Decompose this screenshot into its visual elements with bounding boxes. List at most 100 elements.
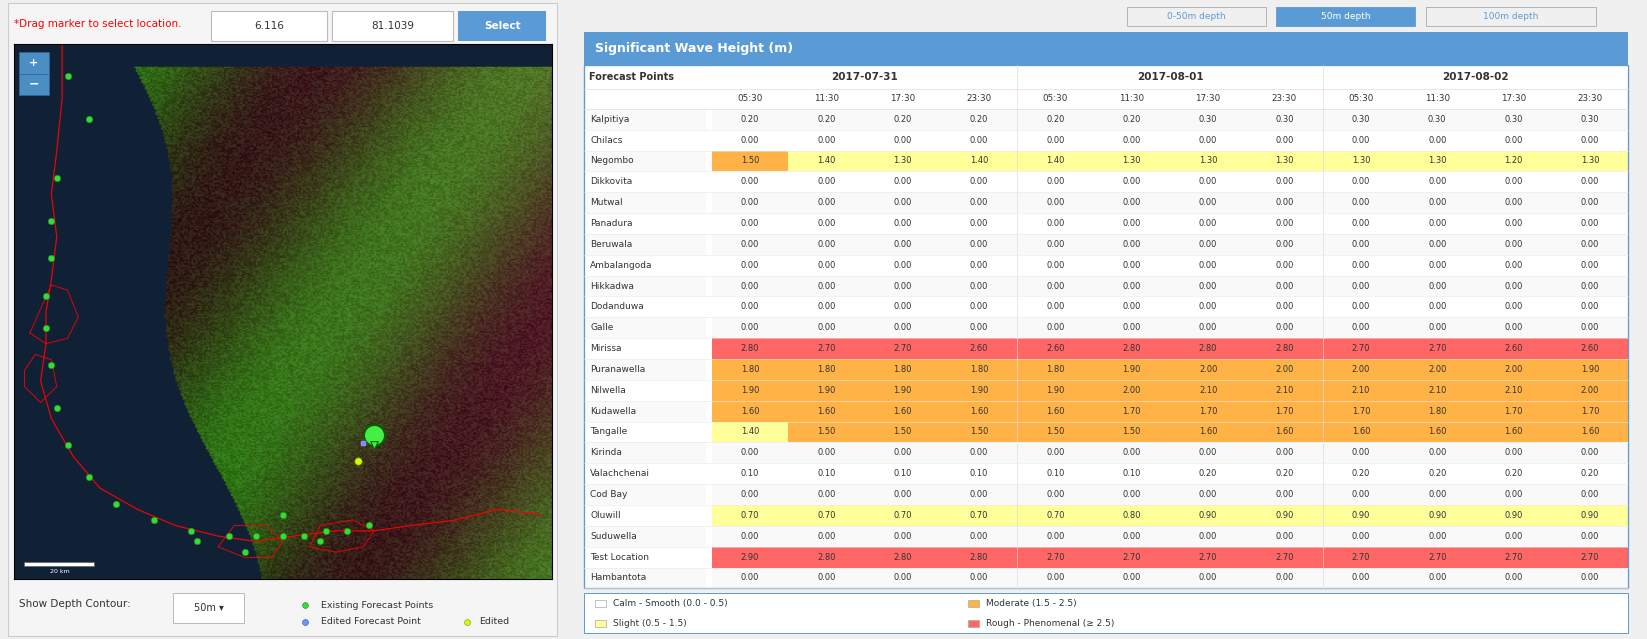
Bar xyxy=(865,192,940,213)
Text: 2.90: 2.90 xyxy=(741,553,759,562)
Bar xyxy=(1551,151,1629,171)
Text: 0.20: 0.20 xyxy=(1046,115,1064,124)
Text: 0.00: 0.00 xyxy=(1352,573,1370,582)
Bar xyxy=(712,296,789,318)
Text: 0.20: 0.20 xyxy=(1123,115,1141,124)
Bar xyxy=(1018,171,1094,192)
Bar xyxy=(712,422,789,442)
Text: 0.00: 0.00 xyxy=(1352,240,1370,249)
Bar xyxy=(1169,546,1247,567)
Text: 0.70: 0.70 xyxy=(741,511,759,520)
Bar xyxy=(789,526,865,546)
Text: 1.80: 1.80 xyxy=(817,365,835,374)
Bar xyxy=(1323,192,1398,213)
Bar xyxy=(789,380,865,401)
Text: 0.00: 0.00 xyxy=(741,261,759,270)
Bar xyxy=(865,422,940,442)
Bar xyxy=(1476,171,1551,192)
Text: 0.00: 0.00 xyxy=(1123,198,1141,207)
Bar xyxy=(712,65,1018,89)
Text: 0.00: 0.00 xyxy=(1123,282,1141,291)
Text: 0.00: 0.00 xyxy=(1352,449,1370,458)
Point xyxy=(38,253,64,263)
Bar xyxy=(1169,109,1247,130)
Text: 2.70: 2.70 xyxy=(1352,553,1370,562)
Bar xyxy=(940,567,1018,589)
Bar xyxy=(1476,401,1551,422)
Text: 0.70: 0.70 xyxy=(817,511,835,520)
Bar xyxy=(1476,338,1551,359)
Bar xyxy=(1094,567,1169,589)
Text: 0.00: 0.00 xyxy=(1046,490,1064,499)
Point xyxy=(361,440,387,450)
Bar xyxy=(1398,463,1476,484)
Bar xyxy=(1018,338,1094,359)
Bar xyxy=(1247,463,1323,484)
Bar xyxy=(1018,359,1094,380)
Bar xyxy=(333,11,453,41)
Bar xyxy=(1323,546,1398,567)
Bar xyxy=(1398,255,1476,275)
Text: 0.20: 0.20 xyxy=(1352,469,1370,478)
Bar xyxy=(1476,109,1551,130)
Text: Suduwella: Suduwella xyxy=(590,532,637,541)
Text: 0.00: 0.00 xyxy=(1199,323,1217,332)
Text: 0.00: 0.00 xyxy=(1428,532,1446,541)
Text: Significant Wave Height (m): Significant Wave Height (m) xyxy=(595,42,792,54)
Point xyxy=(54,72,81,82)
Text: 1.40: 1.40 xyxy=(1046,157,1064,166)
Text: 0.00: 0.00 xyxy=(1046,302,1064,311)
Bar xyxy=(1169,526,1247,546)
Text: 0.00: 0.00 xyxy=(817,323,835,332)
Text: 2.00: 2.00 xyxy=(1199,365,1217,374)
Point xyxy=(361,429,387,440)
Text: 0.00: 0.00 xyxy=(1275,177,1293,187)
Bar xyxy=(1018,422,1094,442)
Text: 0.00: 0.00 xyxy=(1123,177,1141,187)
Bar xyxy=(1169,171,1247,192)
Bar xyxy=(1323,505,1398,526)
Bar xyxy=(789,401,865,422)
Bar xyxy=(1169,213,1247,234)
Text: 0.00: 0.00 xyxy=(970,240,988,249)
Bar xyxy=(712,151,789,171)
Bar xyxy=(585,275,707,296)
Bar xyxy=(1551,422,1629,442)
Text: 0.00: 0.00 xyxy=(1581,240,1599,249)
Bar xyxy=(940,151,1018,171)
Text: Slight (0.5 - 1.5): Slight (0.5 - 1.5) xyxy=(613,619,687,628)
Bar xyxy=(789,192,865,213)
Text: 0.00: 0.00 xyxy=(1275,282,1293,291)
Text: 0.00: 0.00 xyxy=(1275,198,1293,207)
Text: 0.00: 0.00 xyxy=(1581,532,1599,541)
Text: 1.90: 1.90 xyxy=(1581,365,1599,374)
Text: 2.00: 2.00 xyxy=(1275,365,1293,374)
Bar xyxy=(1323,463,1398,484)
Text: 05:30: 05:30 xyxy=(738,94,763,104)
Point xyxy=(76,472,102,482)
Text: Oluwill: Oluwill xyxy=(590,511,621,520)
Bar xyxy=(1398,401,1476,422)
Text: 0.00: 0.00 xyxy=(1275,573,1293,582)
Bar xyxy=(865,546,940,567)
Text: 2.70: 2.70 xyxy=(1428,344,1446,353)
Text: 0.70: 0.70 xyxy=(1046,511,1064,520)
Bar xyxy=(865,526,940,546)
Bar xyxy=(1551,484,1629,505)
Bar xyxy=(865,380,940,401)
Bar xyxy=(1018,296,1094,318)
Bar xyxy=(1094,171,1169,192)
Text: Valachchenai: Valachchenai xyxy=(590,469,651,478)
Text: 2.70: 2.70 xyxy=(1504,553,1523,562)
Bar xyxy=(865,401,940,422)
Bar xyxy=(585,546,707,567)
Text: 2.60: 2.60 xyxy=(970,344,988,353)
Text: 23:30: 23:30 xyxy=(967,94,991,104)
Bar xyxy=(789,505,865,526)
Bar xyxy=(1551,526,1629,546)
Text: 17:30: 17:30 xyxy=(1196,94,1220,104)
Bar xyxy=(1323,296,1398,318)
Bar xyxy=(1398,422,1476,442)
Text: 0.00: 0.00 xyxy=(1123,219,1141,228)
Point xyxy=(292,617,318,627)
